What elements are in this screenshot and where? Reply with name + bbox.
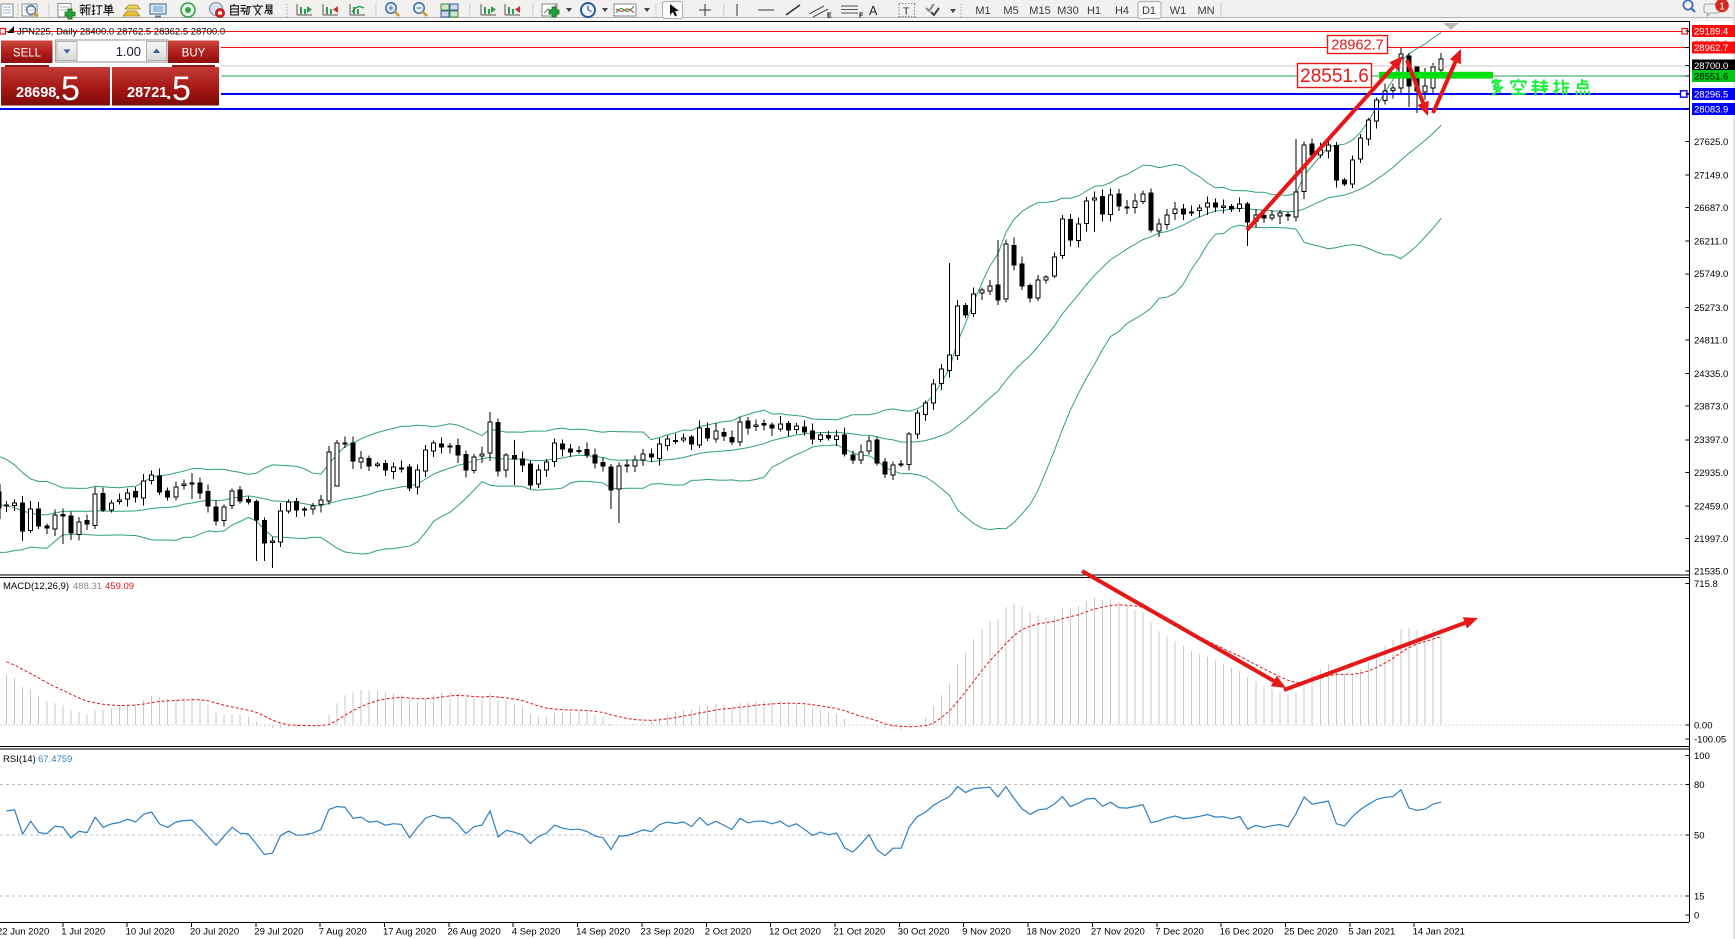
- svg-text:28551.6: 28551.6: [1300, 66, 1369, 87]
- svg-text:30 Oct 2020: 30 Oct 2020: [898, 927, 950, 938]
- svg-text:23397.0: 23397.0: [1694, 435, 1728, 446]
- svg-text:MACD(12,26,9): MACD(12,26,9): [3, 581, 69, 592]
- svg-text:10 Jul 2020: 10 Jul 2020: [126, 927, 175, 938]
- svg-text:488.31: 488.31: [73, 581, 102, 592]
- svg-text:28083.9: 28083.9: [1694, 105, 1728, 116]
- svg-text:9 Nov 2020: 9 Nov 2020: [962, 927, 1011, 938]
- svg-text:BUY: BUY: [182, 48, 206, 60]
- svg-text:25 Dec 2020: 25 Dec 2020: [1284, 927, 1338, 938]
- svg-text:459.09: 459.09: [105, 581, 134, 592]
- svg-text:5 Jan 2021: 5 Jan 2021: [1348, 927, 1395, 938]
- svg-text:1.00: 1.00: [116, 44, 141, 59]
- svg-text:28296.5: 28296.5: [1694, 90, 1728, 101]
- svg-text:17 Aug 2020: 17 Aug 2020: [383, 927, 436, 938]
- svg-text:26211.0: 26211.0: [1694, 237, 1728, 248]
- svg-text:1: 1: [1719, 1, 1725, 13]
- svg-text:D1: D1: [1142, 5, 1156, 17]
- svg-text:80: 80: [1694, 780, 1705, 791]
- svg-text:A: A: [869, 4, 878, 18]
- svg-text:7 Aug 2020: 7 Aug 2020: [319, 927, 367, 938]
- svg-text:28698: 28698: [16, 85, 56, 101]
- svg-text:21997.0: 21997.0: [1694, 534, 1728, 545]
- svg-text:22 Jun 2020: 22 Jun 2020: [0, 927, 49, 938]
- svg-text:7 Dec 2020: 7 Dec 2020: [1155, 927, 1204, 938]
- svg-text:27 Nov 2020: 27 Nov 2020: [1091, 927, 1145, 938]
- svg-text:21535.0: 21535.0: [1694, 567, 1728, 578]
- svg-text:22935.0: 22935.0: [1694, 468, 1728, 479]
- svg-text:715.8: 715.8: [1694, 579, 1718, 590]
- svg-text:SELL: SELL: [13, 48, 42, 60]
- svg-text:28721: 28721: [127, 85, 167, 101]
- svg-text:16 Dec 2020: 16 Dec 2020: [1220, 927, 1274, 938]
- svg-text:14 Jan 2021: 14 Jan 2021: [1413, 927, 1465, 938]
- svg-text:15: 15: [1694, 891, 1705, 902]
- svg-text:JPN225, Daily 28400.0 28762.5: JPN225, Daily 28400.0 28762.5 28362.5 28…: [17, 27, 225, 38]
- svg-text:M30: M30: [1057, 5, 1078, 17]
- svg-text:21 Oct 2020: 21 Oct 2020: [834, 927, 886, 938]
- svg-text:14 Sep 2020: 14 Sep 2020: [576, 927, 630, 938]
- svg-text:5: 5: [61, 70, 80, 108]
- svg-text:28551.6: 28551.6: [1694, 72, 1728, 83]
- svg-text:1 Jul 2020: 1 Jul 2020: [61, 927, 105, 938]
- svg-text:25273.0: 25273.0: [1694, 303, 1728, 314]
- svg-text:28962.7: 28962.7: [1694, 43, 1728, 54]
- svg-text:RSI(14): RSI(14): [3, 754, 36, 765]
- svg-text:W1: W1: [1170, 5, 1187, 17]
- svg-text:50: 50: [1694, 830, 1705, 841]
- svg-text:27149.0: 27149.0: [1694, 170, 1728, 181]
- svg-text:28700.0: 28700.0: [1694, 61, 1728, 72]
- svg-text:23873.0: 23873.0: [1694, 402, 1728, 413]
- svg-text:20 Jul 2020: 20 Jul 2020: [190, 927, 239, 938]
- svg-text:26 Aug 2020: 26 Aug 2020: [447, 927, 500, 938]
- svg-text:.: .: [55, 82, 61, 104]
- svg-text:24811.0: 24811.0: [1694, 335, 1728, 346]
- svg-text:.: .: [166, 82, 172, 104]
- svg-text:T: T: [903, 6, 910, 18]
- svg-text:M15: M15: [1029, 5, 1050, 17]
- svg-text:H4: H4: [1115, 5, 1129, 17]
- svg-text:4 Sep 2020: 4 Sep 2020: [512, 927, 561, 938]
- svg-text:2 Oct 2020: 2 Oct 2020: [705, 927, 751, 938]
- svg-text:67.4759: 67.4759: [38, 754, 72, 765]
- svg-text:29189.4: 29189.4: [1694, 27, 1728, 38]
- svg-text:M1: M1: [975, 5, 990, 17]
- svg-text:0: 0: [1694, 910, 1699, 921]
- svg-text:25749.0: 25749.0: [1694, 269, 1728, 280]
- svg-text:100: 100: [1694, 751, 1710, 762]
- svg-text:5: 5: [172, 70, 191, 108]
- svg-text:27625.0: 27625.0: [1694, 137, 1728, 148]
- svg-text:28962.7: 28962.7: [1331, 38, 1383, 54]
- svg-text:23 Sep 2020: 23 Sep 2020: [641, 927, 695, 938]
- svg-text:H1: H1: [1087, 5, 1101, 17]
- svg-text:18 Nov 2020: 18 Nov 2020: [1027, 927, 1081, 938]
- svg-text:22459.0: 22459.0: [1694, 501, 1728, 512]
- svg-text:26687.0: 26687.0: [1694, 203, 1728, 214]
- svg-text:24335.0: 24335.0: [1694, 369, 1728, 380]
- svg-text:MN: MN: [1197, 5, 1214, 17]
- svg-text:0.00: 0.00: [1694, 720, 1713, 731]
- svg-text:-100.05: -100.05: [1694, 734, 1726, 745]
- svg-text:E: E: [827, 13, 832, 20]
- svg-text:12 Oct 2020: 12 Oct 2020: [769, 927, 821, 938]
- svg-text:M5: M5: [1003, 5, 1018, 17]
- svg-text:29 Jul 2020: 29 Jul 2020: [254, 927, 303, 938]
- svg-text:F: F: [859, 13, 864, 20]
